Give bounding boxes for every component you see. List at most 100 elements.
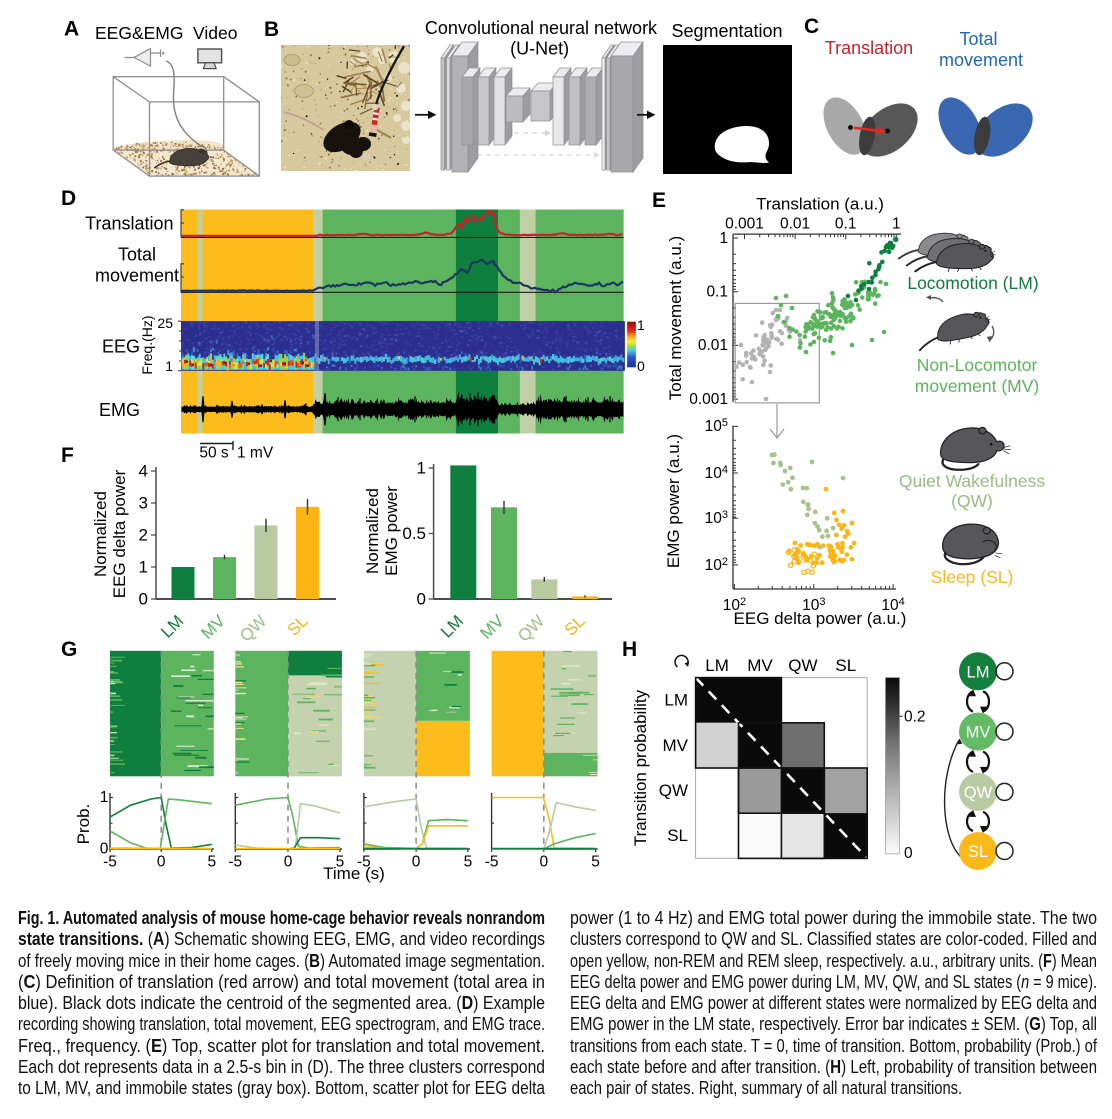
- svg-text:5: 5: [207, 854, 216, 871]
- svg-text:Freq.(Hz): Freq.(Hz): [139, 315, 155, 374]
- svg-text:104: 104: [705, 464, 728, 482]
- svg-text:(QW): (QW): [951, 491, 993, 511]
- svg-text:SL: SL: [667, 826, 688, 845]
- svg-text:LM: LM: [705, 656, 729, 675]
- svg-text:QW: QW: [514, 611, 548, 645]
- svg-text:Segmentation: Segmentation: [671, 21, 782, 41]
- svg-text:movement: movement: [95, 266, 179, 286]
- svg-text:0.001: 0.001: [725, 216, 764, 233]
- svg-text:movement: movement: [939, 50, 1023, 70]
- svg-text:50 s: 50 s: [199, 445, 229, 462]
- svg-text:H: H: [622, 638, 637, 661]
- svg-text:LM: LM: [664, 691, 688, 710]
- svg-text:5: 5: [464, 854, 473, 871]
- svg-text:MV: MV: [747, 656, 773, 675]
- svg-text:QW: QW: [788, 656, 817, 675]
- svg-text:0.1: 0.1: [706, 284, 728, 301]
- svg-text:Sleep (SL): Sleep (SL): [931, 567, 1014, 587]
- svg-text:MV: MV: [476, 611, 508, 643]
- svg-text:0.1: 0.1: [835, 216, 857, 233]
- svg-text:2: 2: [139, 526, 148, 545]
- svg-text:SL: SL: [835, 656, 856, 675]
- svg-text:LM: LM: [157, 611, 187, 641]
- svg-text:F: F: [61, 444, 74, 467]
- svg-text:0: 0: [157, 854, 166, 871]
- svg-text:Normalized: Normalized: [363, 488, 382, 574]
- svg-text:1: 1: [165, 358, 173, 374]
- svg-text:0: 0: [417, 590, 426, 609]
- svg-text:QW: QW: [236, 611, 270, 645]
- svg-text:102: 102: [705, 556, 728, 574]
- svg-text:105: 105: [705, 417, 728, 435]
- svg-text:G: G: [61, 638, 77, 661]
- svg-text:movement (MV): movement (MV): [915, 376, 1039, 396]
- svg-text:LM: LM: [437, 611, 467, 641]
- svg-text:-5: -5: [228, 854, 242, 871]
- svg-text:0.2: 0.2: [904, 709, 926, 726]
- svg-text:SL: SL: [968, 843, 988, 861]
- svg-text:Locomotion (LM): Locomotion (LM): [907, 273, 1038, 293]
- svg-text:Normalized: Normalized: [91, 491, 110, 577]
- svg-text:Convolutional neural network: Convolutional neural network: [425, 18, 658, 38]
- svg-text:103: 103: [705, 509, 728, 527]
- svg-text:0: 0: [284, 854, 293, 871]
- svg-text:1: 1: [139, 558, 148, 577]
- svg-text:EEG delta power: EEG delta power: [110, 469, 129, 598]
- svg-text:Non-Locomotor: Non-Locomotor: [917, 355, 1038, 375]
- svg-text:Video: Video: [193, 23, 237, 43]
- svg-text:QW: QW: [964, 784, 993, 802]
- svg-text:-5: -5: [485, 854, 499, 871]
- svg-text:Total: Total: [118, 245, 156, 265]
- svg-text:Total movement (a.u.): Total movement (a.u.): [666, 236, 685, 400]
- svg-text:4: 4: [139, 462, 148, 481]
- svg-text:EEG delta power (a.u.): EEG delta power (a.u.): [734, 609, 907, 628]
- svg-text:QW: QW: [659, 781, 688, 800]
- svg-text:MV: MV: [966, 724, 991, 742]
- svg-text:1: 1: [637, 317, 645, 333]
- svg-text:0: 0: [139, 590, 148, 609]
- svg-text:5: 5: [336, 854, 345, 871]
- svg-text:Total: Total: [959, 29, 997, 49]
- svg-text:1 mV: 1 mV: [237, 445, 274, 462]
- svg-text:1: 1: [892, 216, 901, 233]
- svg-text:0.01: 0.01: [698, 337, 728, 354]
- svg-text:EEG&EMG: EEG&EMG: [95, 23, 184, 43]
- svg-text:0.5: 0.5: [402, 524, 426, 543]
- svg-text:25: 25: [157, 315, 173, 331]
- svg-text:MV: MV: [197, 611, 229, 643]
- svg-text:1: 1: [719, 230, 728, 247]
- svg-text:EMG power: EMG power: [382, 486, 401, 576]
- svg-text:0.01: 0.01: [780, 216, 810, 233]
- svg-text:0: 0: [100, 841, 109, 858]
- svg-text:EMG: EMG: [99, 400, 140, 420]
- svg-text:0: 0: [412, 854, 421, 871]
- svg-text:3: 3: [139, 494, 148, 513]
- svg-text:-5: -5: [103, 854, 117, 871]
- svg-text:Time (s): Time (s): [323, 864, 385, 883]
- svg-text:EEG: EEG: [102, 337, 140, 357]
- svg-text:E: E: [652, 189, 666, 212]
- svg-text:LM: LM: [967, 663, 990, 681]
- svg-text:0: 0: [637, 358, 645, 374]
- svg-text:Translation: Translation: [85, 214, 173, 234]
- svg-text:Transition probability: Transition probability: [631, 689, 650, 846]
- svg-text:Quiet Wakefulness: Quiet Wakefulness: [899, 471, 1045, 491]
- svg-text:Translation: Translation: [825, 38, 913, 58]
- svg-text:(U-Net): (U-Net): [510, 39, 569, 59]
- svg-text:0: 0: [539, 854, 548, 871]
- svg-text:Translation (a.u.): Translation (a.u.): [756, 195, 884, 214]
- svg-text:A: A: [64, 18, 79, 41]
- svg-text:0.001: 0.001: [689, 391, 728, 408]
- svg-text:B: B: [264, 18, 279, 41]
- svg-text:-5: -5: [357, 854, 371, 871]
- svg-text:1: 1: [417, 459, 426, 478]
- svg-text:D: D: [61, 187, 76, 210]
- svg-text:1: 1: [100, 789, 109, 806]
- svg-text:0: 0: [904, 845, 913, 862]
- svg-text:SL: SL: [561, 611, 589, 639]
- svg-text:EMG power (a.u.): EMG power (a.u.): [664, 434, 683, 568]
- svg-text:C: C: [804, 15, 819, 38]
- svg-text:Prob.: Prob.: [74, 804, 93, 845]
- svg-text:SL: SL: [284, 611, 312, 639]
- svg-text:5: 5: [591, 854, 600, 871]
